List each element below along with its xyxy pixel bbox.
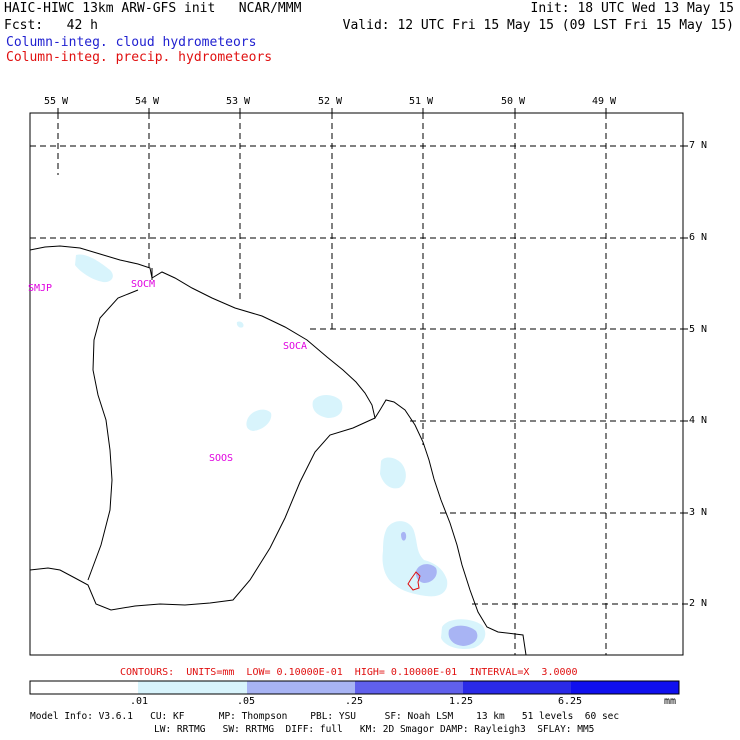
colorbar-label: .01 xyxy=(130,696,149,707)
border xyxy=(29,417,376,611)
init-time: Init: 18 UTC Wed 13 May 15 xyxy=(530,1,735,16)
station-label: SOCM xyxy=(131,279,156,290)
lat-label: 4 N xyxy=(689,415,708,426)
lat-label: 5 N xyxy=(689,324,708,335)
cloud-area xyxy=(382,521,448,597)
colorbar-label: 6.25 xyxy=(558,696,583,707)
lon-label: 54 W xyxy=(135,96,160,107)
model-info-line2: LW: RRTMG SW: RRTMG DIFF: full KM: 2D Sm… xyxy=(154,724,595,735)
model-info-line1: Model Info: V3.6.1 CU: KF MP: Thompson P… xyxy=(30,711,620,722)
coastlines xyxy=(29,245,527,656)
valid-time: Valid: 12 UTC Fri 15 May 15 (09 LST Fri … xyxy=(342,18,734,33)
cloud-area xyxy=(236,321,244,328)
cloud-area xyxy=(75,254,113,283)
forecast-hour: Fcst: 42 h xyxy=(4,18,98,33)
axis-ticks xyxy=(57,108,688,605)
lat-label: 6 N xyxy=(689,232,708,243)
colorbar-label: .25 xyxy=(345,696,364,707)
lon-label: 53 W xyxy=(226,96,251,107)
lon-label: 51 W xyxy=(409,96,434,107)
station-label: SMJP xyxy=(28,283,53,294)
precip-contour xyxy=(407,571,421,591)
station-label: SOCA xyxy=(283,341,308,352)
cloud-core xyxy=(448,625,478,646)
lat-label: 3 N xyxy=(689,507,708,518)
cloud-field-strong xyxy=(401,531,478,646)
colorbar-label: 1.25 xyxy=(449,696,474,707)
cloud-area xyxy=(246,409,272,431)
cloud-area xyxy=(380,457,406,489)
station-label: SOOS xyxy=(209,453,234,464)
cloud-core xyxy=(415,564,437,583)
legend-cloud: Column-integ. cloud hydrometeors xyxy=(6,35,257,50)
lon-label: 55 W xyxy=(44,96,69,107)
lon-label: 52 W xyxy=(318,96,343,107)
graticule xyxy=(30,113,683,655)
plot-title: HAIC-HIWC 13km ARW-GFS init NCAR/MMM xyxy=(4,1,302,16)
colorbar-unit: mm xyxy=(664,696,677,707)
lat-label: 7 N xyxy=(689,140,708,151)
lon-label: 50 W xyxy=(501,96,526,107)
cloud-field xyxy=(75,254,486,649)
border xyxy=(87,289,139,581)
cloud-area xyxy=(312,395,343,418)
legend-precip: Column-integ. precip. hydrometeors xyxy=(6,50,273,65)
cloud-core xyxy=(401,531,407,541)
contour-info: CONTOURS: UNITS=mm LOW= 0.10000E-01 HIGH… xyxy=(120,667,578,678)
lon-label: 49 W xyxy=(592,96,617,107)
coastline xyxy=(29,245,527,656)
colorbar-label: .05 xyxy=(237,696,256,707)
map-frame xyxy=(29,112,684,656)
lat-label: 2 N xyxy=(689,598,708,609)
